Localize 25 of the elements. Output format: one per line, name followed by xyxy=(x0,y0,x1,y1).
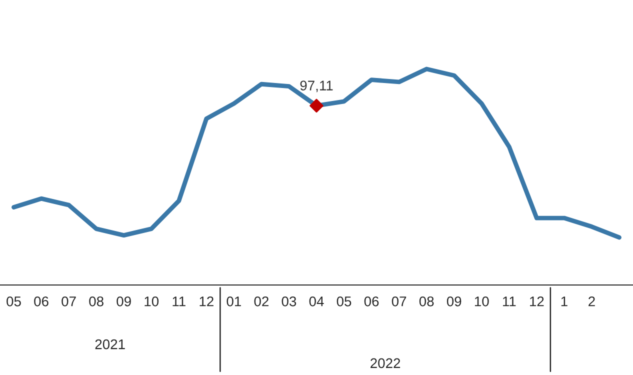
x-tick-label: 2 xyxy=(588,296,595,306)
x-tick-label: 09 xyxy=(116,296,131,306)
x-tick-label: 04 xyxy=(309,296,324,306)
x-tick-label: 07 xyxy=(392,296,406,306)
x-tick-label: 06 xyxy=(34,296,48,306)
annotation: 97,11 xyxy=(300,80,333,92)
x-tick-label: 12 xyxy=(530,296,544,306)
x-tick-label: 08 xyxy=(89,296,104,306)
x-tick-label: 03 xyxy=(282,296,296,306)
x-tick-label: 11 xyxy=(503,296,516,306)
x-tick-label: 10 xyxy=(474,296,489,306)
x-tick-label: 1 xyxy=(561,296,568,306)
x-tick-label: 01 xyxy=(226,296,241,306)
x-tick-label: 12 xyxy=(200,296,214,306)
x-tick-label: 11 xyxy=(172,296,186,306)
x-tick-label: 06 xyxy=(364,296,379,306)
x-tick-label: 08 xyxy=(419,296,434,306)
x-tick-label: 09 xyxy=(446,296,462,306)
text: 2021 xyxy=(95,339,125,350)
x-tick-label: 02 xyxy=(254,296,268,306)
x-tick-label: 10 xyxy=(144,296,159,306)
text: 2022 xyxy=(370,358,400,368)
x-tick-label: 07 xyxy=(62,296,76,306)
x-tick-label: 05 xyxy=(336,296,352,306)
x-tick-label: 05 xyxy=(6,296,21,306)
